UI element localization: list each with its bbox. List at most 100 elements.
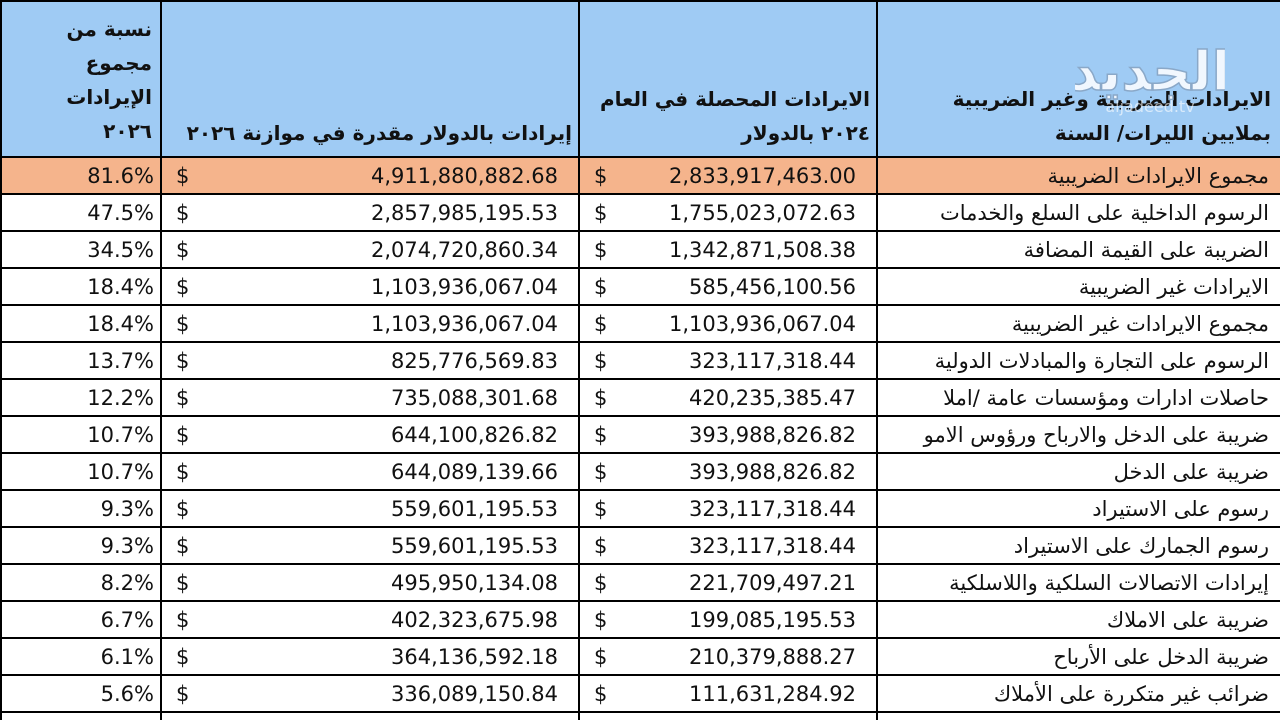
table-row: 34.5% $2,074,720,860.34 $1,342,871,508.38 ا… (0, 230, 1280, 269)
usd-2024-cell-value: 2,833,917,463.00 (668, 163, 856, 188)
table-row: 10.7% $644,100,826.82 $393,988,826.82 ضريبة… (0, 415, 1280, 454)
dollar-sign: $ (594, 459, 608, 484)
usd-2024-cell: $323,117,318.44 (578, 526, 878, 565)
header-usd-2024-line: ٢٠٢٤ بالدولار (741, 121, 870, 145)
usd-2024-cell: $1,103,936,067.04 (578, 304, 878, 343)
row-label: ضرائب غير متكررة على الأملاك (876, 674, 1280, 713)
dollar-sign: $ (176, 496, 190, 521)
table-row: 9.3% $559,601,195.53 $323,117,318.44 رسوم ع… (0, 489, 1280, 528)
usd-2026-cell-value: 402,323,675.98 (391, 607, 558, 632)
dollar-sign: $ (176, 311, 190, 336)
dollar-sign: $ (176, 163, 190, 188)
usd-2026-cell-value: 1,103,936,067.04 (370, 274, 558, 299)
usd-2026-cell: $2,857,985,195.53 (160, 193, 580, 232)
usd-2026-cell-value: 644,089,139.66 (391, 459, 558, 484)
usd-2024-cell-value: 420,235,385.47 (689, 385, 856, 410)
usd-2024-cell: $221,709,497.21 (578, 563, 878, 602)
dollar-sign: $ (176, 237, 190, 262)
pct-cell: 12.2% (0, 378, 162, 417)
usd-2024-cell: $1,755,023,072.63 (578, 193, 878, 232)
dollar-sign: $ (594, 237, 608, 262)
pct-cell: 13.7% (0, 341, 162, 380)
pct-cell: 6.1% (0, 637, 162, 676)
usd-2024-cell: $323,117,318.44 (578, 489, 878, 528)
table-row: 81.6% $4,911,880,882.68 $2,833,917,463.00 م… (0, 156, 1280, 195)
usd-2024-cell-value: 1,342,871,508.38 (668, 237, 856, 262)
usd-2024-cell-value: 221,709,497.21 (689, 570, 856, 595)
row-label (876, 711, 1280, 720)
usd-2026-cell-value: 364,136,592.18 (391, 644, 558, 669)
pct-cell: 47.5% (0, 193, 162, 232)
row-label: الايرادات غير الضريبية (876, 267, 1280, 306)
dollar-sign: $ (594, 496, 608, 521)
row-label: ضريبة على الاملاك (876, 600, 1280, 639)
usd-2026-cell: $364,136,592.18 (160, 637, 580, 676)
usd-2026-cell: $735,088,301.68 (160, 378, 580, 417)
table-row: 13.7% $825,776,569.83 $323,117,318.44 الرسو… (0, 341, 1280, 380)
usd-2024-cell-value: 323,117,318.44 (689, 533, 856, 558)
pct-cell: 9.3% (0, 526, 162, 565)
dollar-sign: $ (594, 570, 608, 595)
header-usd-2026-text: إيرادات بالدولار مقدرة في موازنة ٢٠٢٦ (186, 121, 572, 145)
usd-2024-cell: $420,235,385.47 (578, 378, 878, 417)
pct-cell: 6.7% (0, 600, 162, 639)
usd-2026-cell-value: 2,074,720,860.34 (370, 237, 558, 262)
table-row: 18.4% $1,103,936,067.04 $1,103,936,067.04 م… (0, 304, 1280, 343)
pct-cell: 5.6% (0, 674, 162, 713)
usd-2024-cell: $199,085,195.53 (578, 600, 878, 639)
header-usd-2024: الايرادات المحصلة في العام ٢٠٢٤ بالدولار (578, 0, 878, 158)
usd-2024-cell: $393,988,826.82 (578, 452, 878, 491)
dollar-sign: $ (594, 311, 608, 336)
usd-2026-cell: $336,089,150.84 (160, 674, 580, 713)
usd-2026-cell: $644,100,826.82 (160, 415, 580, 454)
header-pct: نسبة من مجموع الإيرادات ٢٠٢٦ (0, 0, 162, 158)
dollar-sign: $ (594, 200, 608, 225)
dollar-sign: $ (594, 607, 608, 632)
usd-2026-cell-value: 2,857,985,195.53 (370, 200, 558, 225)
header-pct-line: الإيرادات (66, 85, 152, 109)
usd-2024-cell-value: 1,103,936,067.04 (668, 311, 856, 336)
usd-2026-cell: $559,601,195.53 (160, 526, 580, 565)
usd-2026-cell: $ (160, 711, 580, 720)
usd-2026-cell-value: 644,100,826.82 (391, 422, 558, 447)
usd-2024-cell: $585,456,100.56 (578, 267, 878, 306)
usd-2024-cell-value: 323,117,318.44 (689, 496, 856, 521)
header-label: الايرادات الضريبية وغير الضريبية بملايين… (876, 0, 1280, 158)
table-row: 18.4% $1,103,936,067.04 $585,456,100.56 الا… (0, 267, 1280, 306)
header-pct-line: ٢٠٢٦ (103, 119, 152, 143)
header-label-line: الايرادات الضريبية وغير الضريبية (952, 87, 1271, 111)
usd-2024-cell-value: 323,117,318.44 (689, 348, 856, 373)
logo-url: aljadeed.tv (1105, 97, 1194, 116)
usd-2026-cell: $1,103,936,067.04 (160, 267, 580, 306)
table-row: 5.6% $336,089,150.84 $111,631,284.92 ضرائب … (0, 674, 1280, 713)
usd-2026-cell: $402,323,675.98 (160, 600, 580, 639)
row-label: ضريبة على الدخل (876, 452, 1280, 491)
table-header-row: نسبة من مجموع الإيرادات ٢٠٢٦ إيرادات بال… (0, 0, 1280, 158)
dollar-sign: $ (176, 644, 190, 669)
pct-cell: 9.3% (0, 489, 162, 528)
usd-2024-cell: $393,988,826.82 (578, 415, 878, 454)
usd-2026-cell: $825,776,569.83 (160, 341, 580, 380)
dollar-sign: $ (176, 200, 190, 225)
usd-2026-cell-value: 735,088,301.68 (391, 385, 558, 410)
usd-2024-cell: $323,117,318.44 (578, 341, 878, 380)
dollar-sign: $ (176, 348, 190, 373)
dollar-sign: $ (594, 681, 608, 706)
usd-2026-cell-value: 559,601,195.53 (391, 496, 558, 521)
pct-cell: 10.7% (0, 415, 162, 454)
pct-cell: 18.4% (0, 304, 162, 343)
dollar-sign: $ (594, 385, 608, 410)
dollar-sign: $ (594, 644, 608, 669)
usd-2026-cell: $4,911,880,882.68 (160, 156, 580, 195)
usd-2026-cell-value: 4,911,880,882.68 (370, 163, 558, 188)
pct-cell (0, 711, 162, 720)
row-label: مجموع الايرادات الضريبية (876, 156, 1280, 195)
row-label: الرسوم على التجارة والمبادلات الدولية (876, 341, 1280, 380)
row-label: الضريبة على القيمة المضافة (876, 230, 1280, 269)
header-label-line: بملايين الليرات/ السنة (1054, 121, 1271, 145)
row-label: ضريبة على الدخل والارباح ورؤوس الامو (876, 415, 1280, 454)
table-row: 12.2% $735,088,301.68 $420,235,385.47 حاصلا… (0, 378, 1280, 417)
usd-2026-cell: $2,074,720,860.34 (160, 230, 580, 269)
